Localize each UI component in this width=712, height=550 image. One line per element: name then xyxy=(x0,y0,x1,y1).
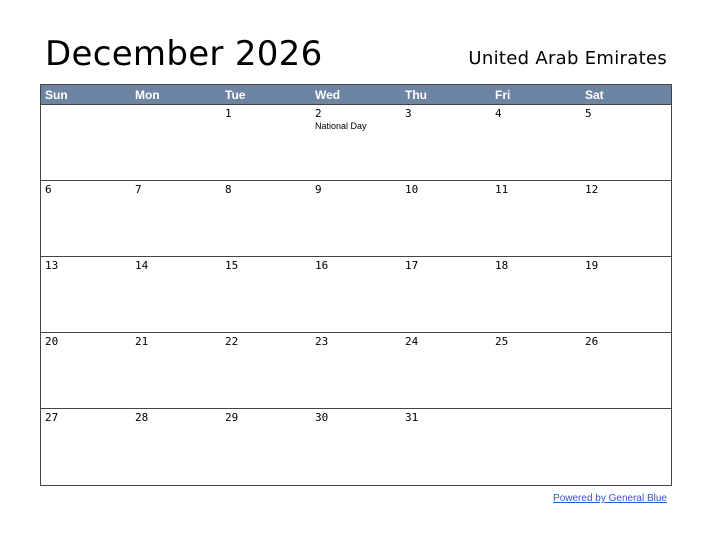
week-row: 27 28 29 30 31 xyxy=(41,409,671,485)
day-cell: 26 xyxy=(581,333,671,408)
day-cell: 18 xyxy=(491,257,581,332)
day-cell xyxy=(581,409,671,485)
day-cell: 4 xyxy=(491,105,581,180)
day-number: 11 xyxy=(495,183,509,196)
day-number: 16 xyxy=(315,259,329,272)
day-cell: 15 xyxy=(221,257,311,332)
day-number: 10 xyxy=(405,183,419,196)
weekday-tue: Tue xyxy=(225,88,246,102)
day-cell: 24 xyxy=(401,333,491,408)
weekday-mon: Mon xyxy=(135,88,160,102)
day-number: 6 xyxy=(45,183,52,196)
day-cell: 11 xyxy=(491,181,581,256)
day-number: 29 xyxy=(225,411,239,424)
day-number: 30 xyxy=(315,411,329,424)
day-number: 14 xyxy=(135,259,149,272)
day-cell: 6 xyxy=(41,181,131,256)
day-cell xyxy=(131,105,221,180)
day-number: 3 xyxy=(405,107,412,120)
day-number: 22 xyxy=(225,335,239,348)
weeks-container: 1 2 National Day 3 4 5 6 7 8 9 10 11 12 13 14 15 16 17 18 1… xyxy=(41,105,671,485)
day-cell: 8 xyxy=(221,181,311,256)
day-cell: 29 xyxy=(221,409,311,485)
day-cell: 30 xyxy=(311,409,401,485)
day-number: 24 xyxy=(405,335,419,348)
day-number: 26 xyxy=(585,335,599,348)
day-number: 19 xyxy=(585,259,599,272)
day-number: 4 xyxy=(495,107,502,120)
day-number: 28 xyxy=(135,411,149,424)
page-title: December 2026 xyxy=(45,34,323,74)
day-cell: 25 xyxy=(491,333,581,408)
week-row: 1 2 National Day 3 4 5 xyxy=(41,105,671,181)
day-cell xyxy=(491,409,581,485)
day-cell: 16 xyxy=(311,257,401,332)
day-number: 21 xyxy=(135,335,149,348)
weekday-thu: Thu xyxy=(405,88,427,102)
day-cell: 1 xyxy=(221,105,311,180)
weekday-wed: Wed xyxy=(315,88,341,102)
day-cell: 14 xyxy=(131,257,221,332)
day-cell: 23 xyxy=(311,333,401,408)
day-number: 31 xyxy=(405,411,419,424)
day-number: 8 xyxy=(225,183,232,196)
week-row: 13 14 15 16 17 18 19 xyxy=(41,257,671,333)
day-cell: 31 xyxy=(401,409,491,485)
day-number: 9 xyxy=(315,183,322,196)
day-cell: 3 xyxy=(401,105,491,180)
day-cell: 10 xyxy=(401,181,491,256)
day-number: 13 xyxy=(45,259,59,272)
day-cell: 21 xyxy=(131,333,221,408)
day-number: 15 xyxy=(225,259,239,272)
weekday-sun: Sun xyxy=(45,88,68,102)
holiday-label: National Day xyxy=(315,121,367,131)
week-row: 20 21 22 23 24 25 26 xyxy=(41,333,671,409)
day-cell: 27 xyxy=(41,409,131,485)
day-number: 25 xyxy=(495,335,509,348)
day-number: 7 xyxy=(135,183,142,196)
day-cell: 7 xyxy=(131,181,221,256)
calendar-grid: Sun Mon Tue Wed Thu Fri Sat 1 2 National D… xyxy=(40,84,672,486)
day-cell: 9 xyxy=(311,181,401,256)
weekday-header-row: Sun Mon Tue Wed Thu Fri Sat xyxy=(41,85,671,105)
day-cell: 20 xyxy=(41,333,131,408)
day-cell: 19 xyxy=(581,257,671,332)
day-cell: 12 xyxy=(581,181,671,256)
day-number: 18 xyxy=(495,259,509,272)
day-cell: 17 xyxy=(401,257,491,332)
day-cell xyxy=(41,105,131,180)
day-cell: 2 National Day xyxy=(311,105,401,180)
day-number: 17 xyxy=(405,259,419,272)
day-cell: 13 xyxy=(41,257,131,332)
day-cell: 22 xyxy=(221,333,311,408)
day-number: 12 xyxy=(585,183,599,196)
weekday-sat: Sat xyxy=(585,88,604,102)
day-cell: 5 xyxy=(581,105,671,180)
day-number: 27 xyxy=(45,411,59,424)
powered-by-link[interactable]: Powered by General Blue xyxy=(553,493,667,504)
country-name: United Arab Emirates xyxy=(468,48,667,69)
day-number: 1 xyxy=(225,107,232,120)
weekday-fri: Fri xyxy=(495,88,511,102)
week-row: 6 7 8 9 10 11 12 xyxy=(41,181,671,257)
day-cell: 28 xyxy=(131,409,221,485)
day-number: 5 xyxy=(585,107,592,120)
day-number: 23 xyxy=(315,335,329,348)
day-number: 20 xyxy=(45,335,59,348)
day-number: 2 xyxy=(315,107,322,120)
